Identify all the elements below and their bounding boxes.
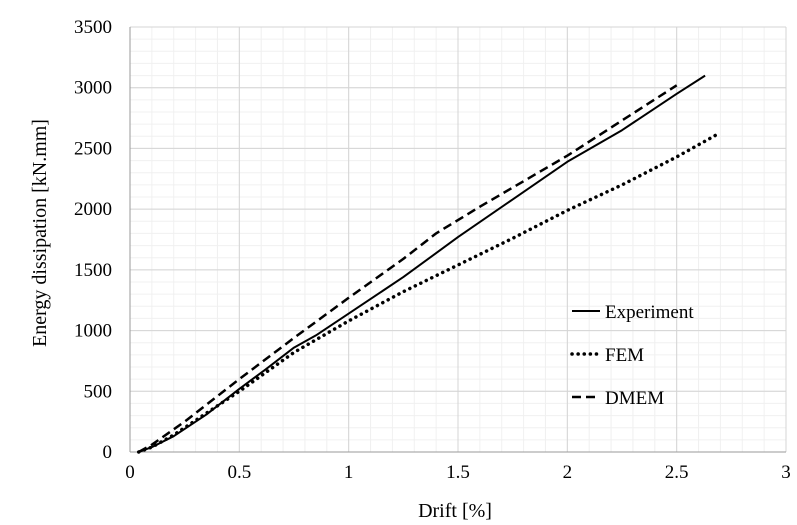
x-tick-label: 2.5 — [665, 462, 689, 483]
major-gridlines — [130, 26, 787, 452]
data-series — [136, 74, 723, 454]
x-tick-label: 0 — [125, 462, 135, 483]
y-tick-label: 3500 — [74, 17, 112, 38]
series-line-dmem — [138, 84, 678, 454]
legend: Experiment FEM DMEM — [570, 302, 694, 409]
y-tick-label: 1500 — [74, 260, 112, 281]
y-tick-label: 2500 — [74, 138, 112, 159]
x-tick-label: 1 — [344, 462, 354, 483]
x-tick-label: 3 — [781, 462, 791, 483]
y-tick-label: 3000 — [74, 78, 112, 99]
y-tick-label: 1000 — [74, 321, 112, 342]
x-tick-label: 0.5 — [227, 462, 251, 483]
y-axis-title: Energy dissipation [kN.mm] — [29, 119, 51, 347]
y-tick-label: 0 — [103, 442, 113, 463]
x-tick-label: 1.5 — [446, 462, 470, 483]
x-axis-title: Drift [%] — [418, 500, 492, 522]
series-line-experiment — [138, 74, 706, 453]
axes — [129, 27, 786, 453]
series-line-fem — [136, 130, 723, 454]
legend-label-fem: FEM — [605, 345, 644, 366]
tick-labels: 0 0.5 1 1.5 2 2.5 3 0 500 1000 1500 2000 2500 3000 350… — [74, 17, 791, 483]
legend-label-dmem: DMEM — [605, 388, 664, 409]
y-tick-label: 2000 — [74, 199, 112, 220]
x-tick-label: 2 — [563, 462, 573, 483]
legend-label-experiment: Experiment — [605, 302, 694, 323]
y-tick-label: 500 — [84, 381, 113, 402]
